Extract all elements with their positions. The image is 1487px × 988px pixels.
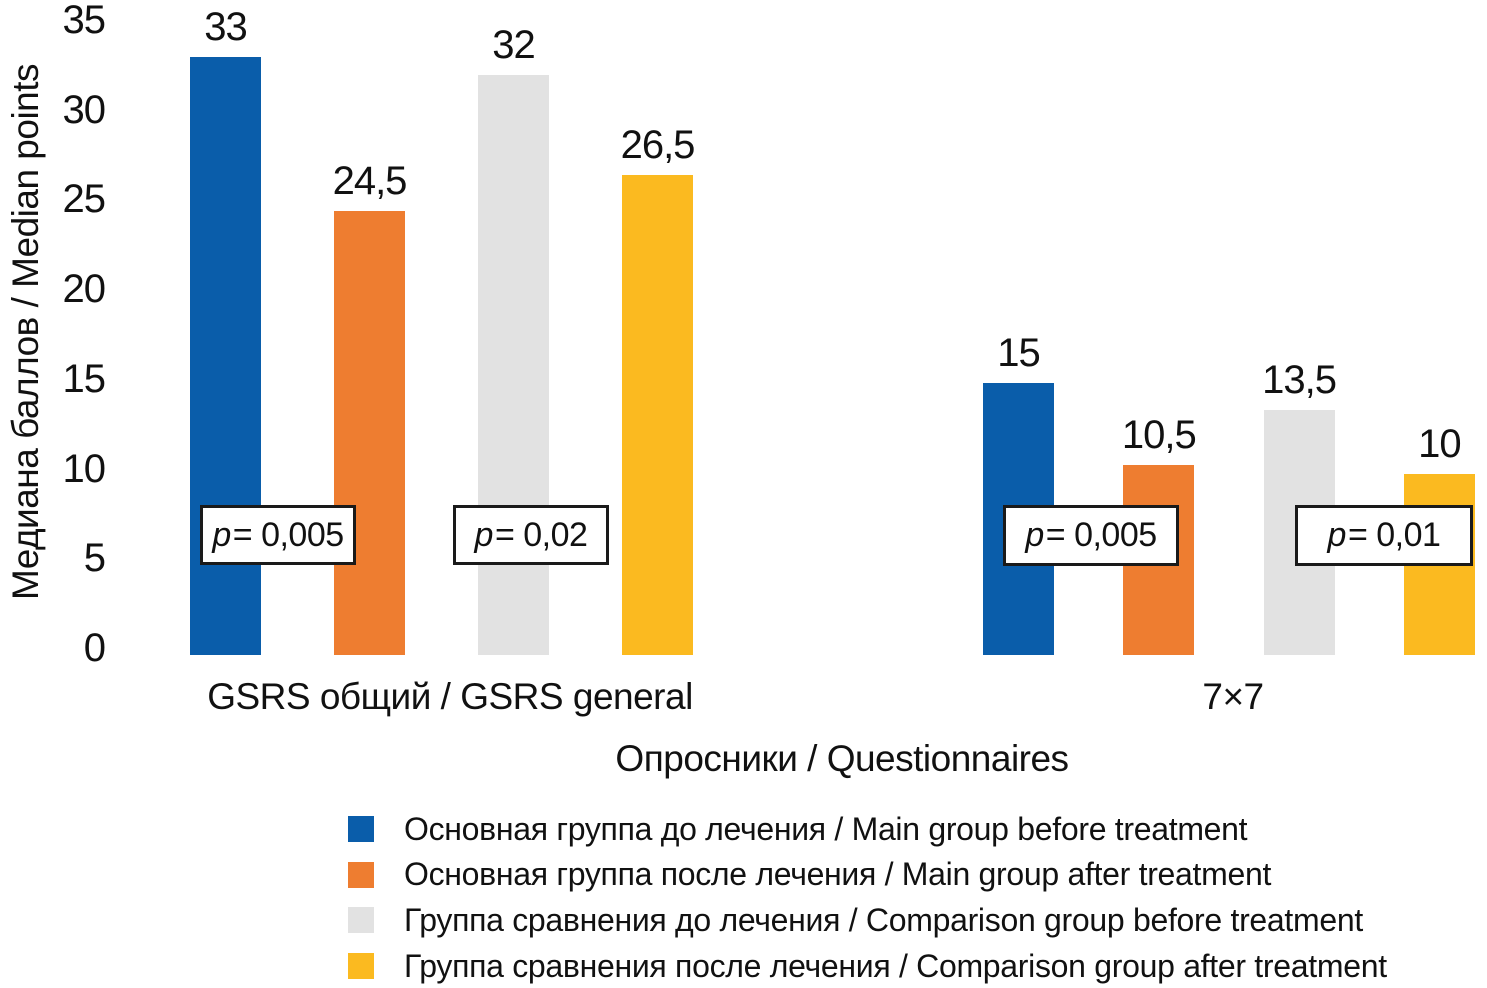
p-value-box: p = 0,02 xyxy=(453,505,609,565)
legend-swatch xyxy=(348,816,374,842)
bar-value-label: 32 xyxy=(492,23,535,68)
bar-value-label: 10 xyxy=(1418,421,1461,466)
p-symbol: p xyxy=(1025,516,1044,554)
p-symbol: p xyxy=(474,515,494,554)
bar-value-label: 15 xyxy=(997,331,1040,376)
y-axis-title: Медиана баллов / Median points xyxy=(5,63,46,601)
bar-value-label: 10,5 xyxy=(1121,412,1197,457)
y-tick-label: 15 xyxy=(62,356,107,401)
bar-value-label: 33 xyxy=(204,5,247,50)
y-tick-label: 0 xyxy=(83,626,106,670)
legend-item-comparison-group-before-treatment: Группа сравнения до лечения / Comparison… xyxy=(348,901,1363,938)
p-value-box: p = 0,01 xyxy=(1295,505,1473,566)
y-tick-label: 5 xyxy=(83,536,106,581)
p-value-box: p = 0,005 xyxy=(1003,505,1179,566)
y-tick-label: 35 xyxy=(62,0,107,42)
x-category-label: GSRS общий / GSRS general xyxy=(207,676,693,717)
x-category-label: 7×7 xyxy=(1202,676,1264,717)
bar-value-label: 13,5 xyxy=(1262,358,1337,403)
legend-item-comparison-group-after-treatment: Группа сравнения после лечения / Compari… xyxy=(348,947,1387,984)
legend-item-main-group-after-treatment: Основная группа после лечения / Main gro… xyxy=(348,856,1272,893)
bar-main-group-after-treatment-gsrs xyxy=(334,211,405,655)
legend-swatch xyxy=(348,907,374,934)
p-symbol: p xyxy=(1327,516,1347,554)
y-tick-label: 10 xyxy=(62,446,107,491)
legend-swatch xyxy=(348,953,374,980)
bar-comparison-group-before-treatment-gsrs xyxy=(478,75,549,655)
bar-main-group-before-treatment-gsrs xyxy=(190,57,261,655)
legend-label: Группа сравнения до лечения / Comparison… xyxy=(404,901,1363,938)
bar-value-label: 24,5 xyxy=(332,159,408,204)
x-axis-title: Опросники / Questionnaires xyxy=(615,738,1069,779)
y-tick-label: 25 xyxy=(62,177,107,222)
legend-swatch xyxy=(348,861,374,888)
legend-item-main-group-before-treatment: Основная группа до лечения / Main group … xyxy=(348,810,1248,847)
legend-label: Основная группа после лечения / Main gro… xyxy=(404,856,1272,893)
bar-comparison-group-after-treatment-gsrs xyxy=(622,174,693,655)
legend-label: Группа сравнения после лечения / Compari… xyxy=(404,947,1387,984)
bar-value-label: 26,5 xyxy=(620,122,696,167)
legend-label: Основная группа до лечения / Main group … xyxy=(404,810,1248,847)
y-tick-label: 30 xyxy=(62,87,107,132)
p-value-box: p = 0,005 xyxy=(200,505,356,565)
p-symbol: p xyxy=(212,515,231,554)
y-tick-label: 20 xyxy=(62,267,107,312)
